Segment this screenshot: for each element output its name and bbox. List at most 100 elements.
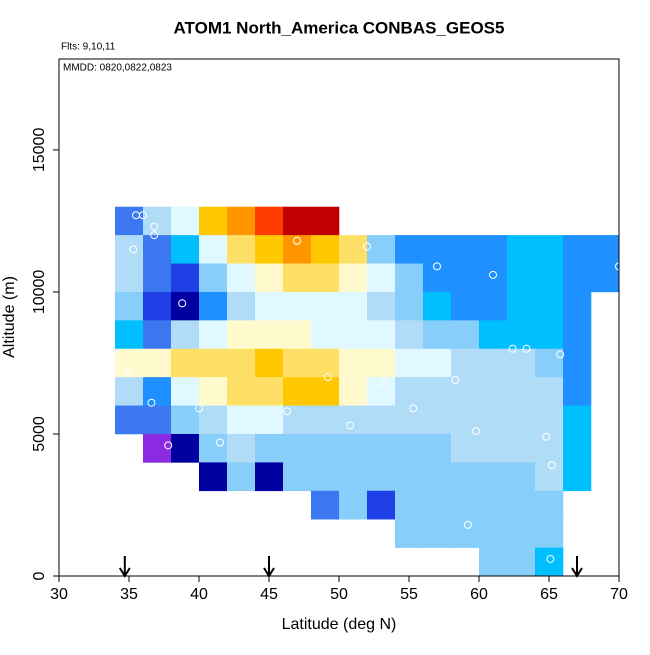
heat-cell [451,377,480,406]
heat-cell [311,263,340,293]
heat-cell [171,405,200,435]
heat-cell [311,291,340,321]
heat-cell [255,377,284,406]
heat-cell [367,263,396,293]
heat-cell [479,377,508,406]
heat-cell [143,377,172,406]
heat-cell [591,263,620,293]
flight-point [123,367,132,376]
heat-cell [199,377,228,406]
heat-cell [479,348,508,378]
heat-cell [339,462,368,492]
y-tick-label: 5000 [31,416,48,452]
heat-cell [423,433,452,463]
heat-cell [115,320,144,350]
heat-cell [283,235,312,264]
heat-cell [507,433,536,463]
heat-cell [227,377,256,406]
heat-cell [283,291,312,321]
heat-cell [311,206,340,236]
heat-cell [283,206,312,236]
heat-cell [115,291,144,321]
flight-point [433,262,441,271]
dates-note: MMDD: 0820,0822,0823 [63,63,172,74]
x-tick-label: 35 [120,586,138,603]
latitude-marker [571,556,583,578]
heat-cell [479,519,508,548]
heat-cell [507,377,536,406]
heat-cell [255,348,284,378]
heat-cell [143,206,172,236]
flight-point [409,404,418,413]
heat-cell [115,263,144,293]
heat-cell [423,320,452,350]
heat-cell [535,490,564,520]
heat-cell [311,462,340,492]
heat-cell [563,377,592,406]
heat-cell [227,291,256,321]
heat-cell [227,433,256,463]
heat-cell [507,235,536,264]
heat-cell [283,433,312,463]
heat-cell [395,235,424,264]
flight-point [379,378,388,387]
heat-cell [423,291,452,321]
heat-cell [199,206,228,236]
heat-cell [255,320,284,350]
heat-cell [367,320,396,350]
heat-cell [171,235,200,264]
heat-cell [115,235,144,264]
heat-cell [563,263,592,293]
x-tick-label: 30 [50,586,68,603]
heat-cell [115,348,144,378]
heat-cell [395,433,424,463]
flight-point [164,441,173,450]
heat-cell [227,462,256,492]
heat-cell [451,263,480,293]
heat-cell [395,405,424,435]
heat-cell [171,377,200,406]
heat-cell [451,291,480,321]
heat-cell [535,263,564,293]
flight-point [451,375,460,384]
heat-cell [255,206,284,236]
flights-note: Flts: 9,10,11 [61,42,116,53]
heat-cell [479,433,508,463]
heat-cell [283,405,312,435]
heat-cell [535,235,564,264]
heat-cell [255,433,284,463]
y-tick-label: 15000 [31,128,48,173]
heat-cell [479,263,508,293]
heat-cell [395,462,424,492]
x-tick-label: 40 [190,586,208,603]
heat-cell [255,462,284,492]
heat-cell [451,462,480,492]
heat-cell [507,320,536,350]
heat-cell [395,320,424,350]
heat-cell [423,235,452,264]
heat-cell [451,348,480,378]
heat-cell [535,320,564,350]
flight-point [542,432,551,441]
heat-cell [199,405,228,435]
chart-title: ATOM1 North_America CONBAS_GEOS5 [174,18,505,37]
x-tick-label: 65 [540,586,558,603]
y-axis-label: Altitude (m) [1,276,18,358]
flight-point [323,373,332,382]
x-tick-label: 60 [470,586,488,603]
flight-point [150,231,159,240]
heat-cell [507,348,536,378]
heat-cell [255,405,284,435]
heat-cell [367,235,396,264]
flight-point [195,404,203,413]
heat-cell [171,206,200,236]
heat-cell [311,490,340,520]
heat-cell [423,490,452,520]
heat-cell [451,320,480,350]
heat-cell [563,235,592,264]
heat-cell [507,462,536,492]
heat-cell [339,348,368,378]
heat-cell [479,320,508,350]
flight-point [139,211,147,220]
